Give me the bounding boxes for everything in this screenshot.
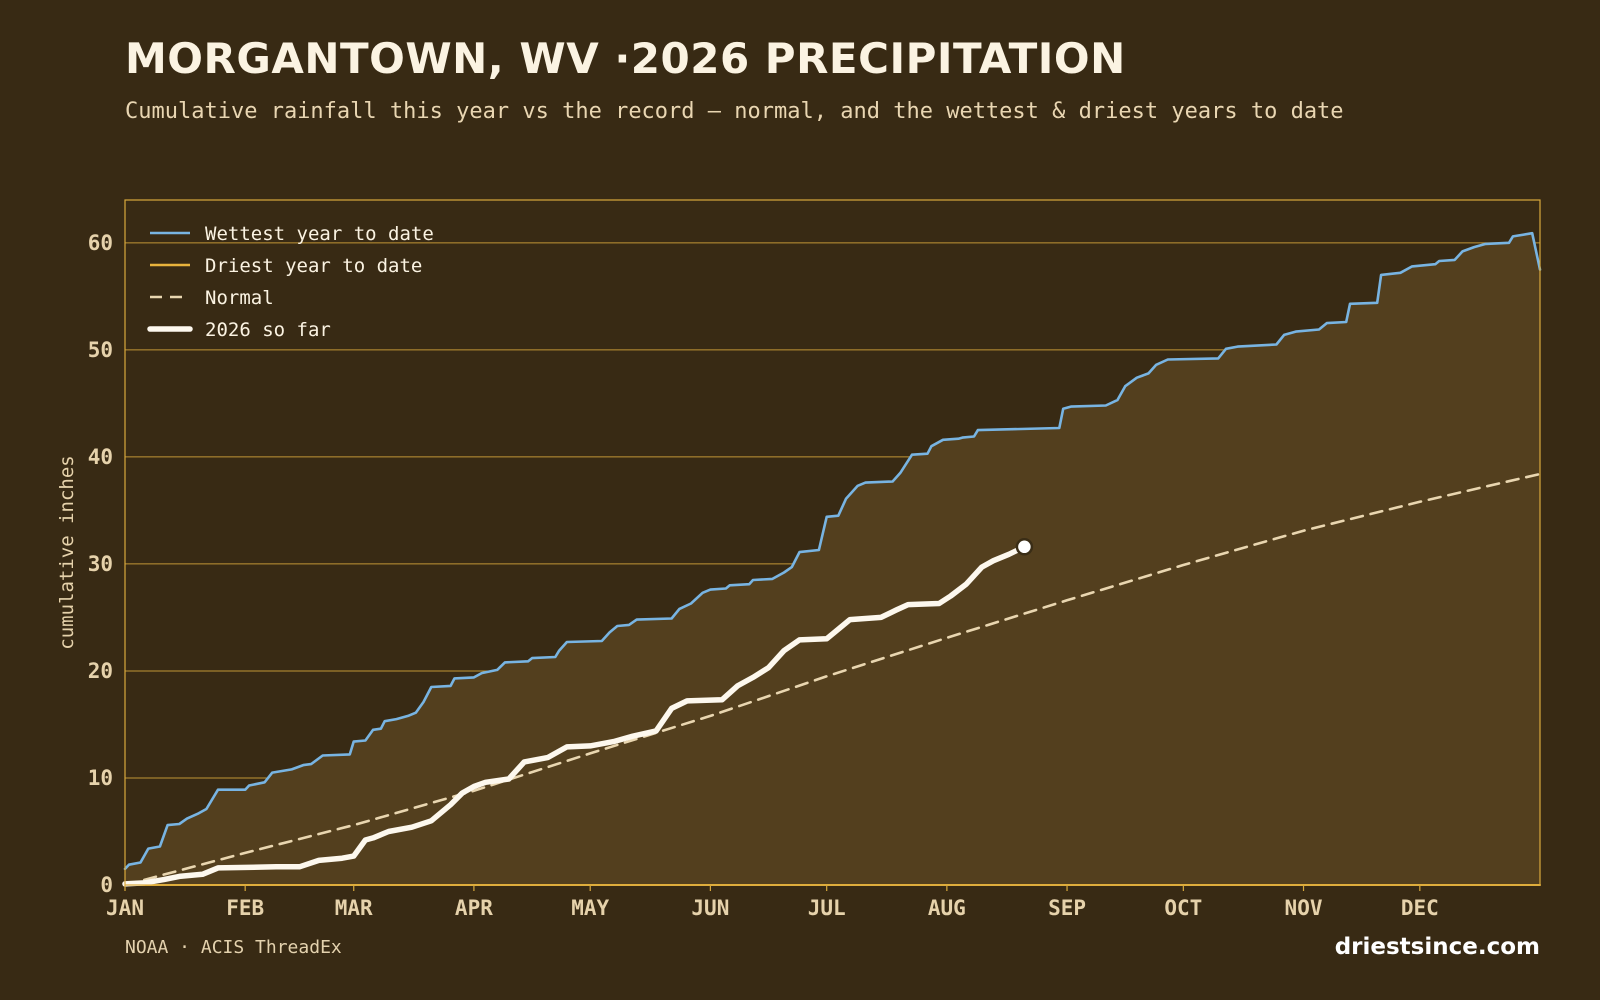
legend-label-1: Wettest year to date xyxy=(205,223,434,245)
plot-frame xyxy=(124,199,1541,886)
current-endpoint-marker xyxy=(1015,538,1034,556)
x-tick-label: APR xyxy=(455,896,493,920)
current-year-line xyxy=(122,544,1028,887)
x-tick-label: SEP xyxy=(1048,896,1086,920)
page-subtitle: Cumulative rainfall this year vs the rec… xyxy=(125,99,1344,124)
y-tick-label: 10 xyxy=(88,766,113,790)
x-tick-label: JAN xyxy=(106,896,144,920)
x-tick-label: JUN xyxy=(691,896,729,920)
legend-label-3: Normal xyxy=(205,287,274,309)
y-axis-label: cumulative inches xyxy=(56,455,78,649)
x-tick-label: NOV xyxy=(1285,896,1323,920)
x-tick-label: AUG xyxy=(928,896,966,920)
y-tick-label: 40 xyxy=(88,445,113,469)
x-tick-label: FEB xyxy=(226,896,264,920)
x-axis-ticks: JAN FEB MAR APR MAY JUN JUL AUG SEP OCT NOV DEC xyxy=(106,885,1439,920)
y-tick-label: 60 xyxy=(88,231,113,255)
x-tick-label: MAR xyxy=(335,896,373,920)
y-tick-label: 30 xyxy=(88,552,113,576)
x-tick-label: OCT xyxy=(1164,896,1202,920)
y-tick-label: 0 xyxy=(100,873,113,897)
legend-label-4: 2026 so far xyxy=(205,319,331,341)
legend-label-2: Driest year to date xyxy=(205,255,422,277)
x-tick-label: MAY xyxy=(571,896,609,920)
x-tick-label: DEC xyxy=(1401,896,1439,920)
wettest-driest-band xyxy=(125,233,1540,885)
y-tick-label: 50 xyxy=(88,338,113,362)
data-source: NOAA · ACIS ThreadEx xyxy=(125,937,342,958)
page-title: MORGANTOWN, WV ·2026 PRECIPITATION xyxy=(125,34,1126,83)
x-tick-label: JUL xyxy=(808,896,846,920)
site-link[interactable]: driestsince.com xyxy=(1334,934,1540,960)
wettest-line xyxy=(123,231,1542,871)
y-tick-label: 20 xyxy=(88,659,113,683)
legend: Wettest year to date Driest year to date N… xyxy=(147,223,434,341)
normal-line xyxy=(123,472,1542,887)
y-axis-ticks: 0 10 20 30 40 50 60 xyxy=(88,231,113,897)
